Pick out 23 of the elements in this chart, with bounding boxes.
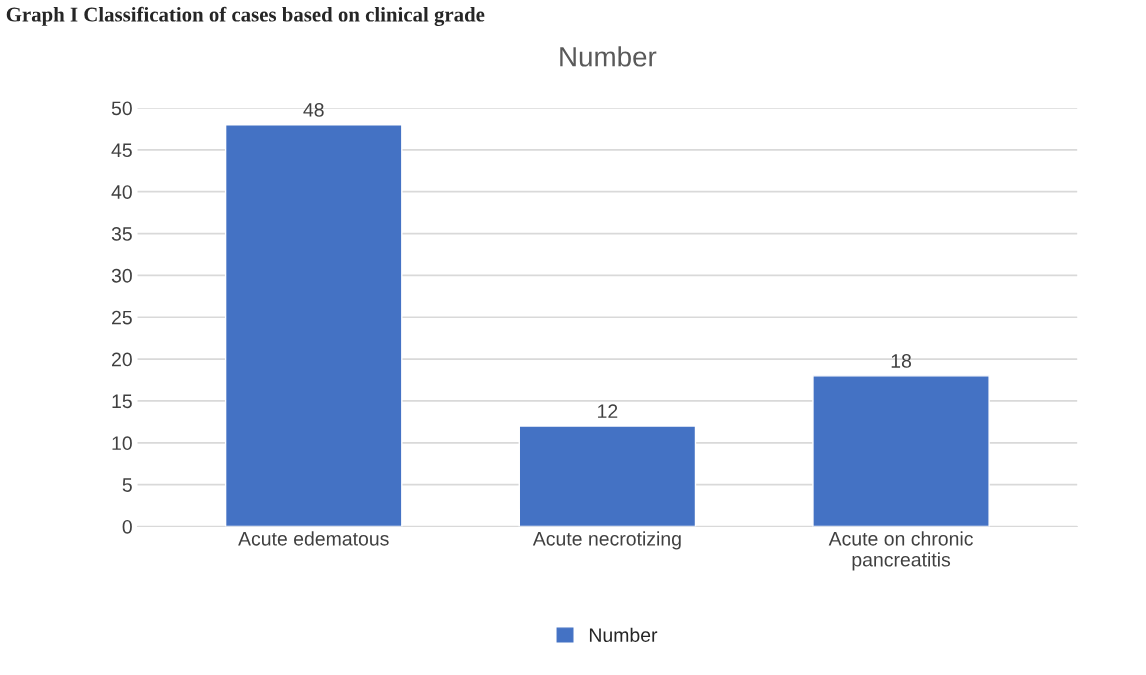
data-label: 18 bbox=[891, 354, 912, 368]
bar bbox=[224, 124, 403, 527]
y-tick-label: 50 bbox=[111, 101, 132, 116]
y-tick-label: 30 bbox=[111, 268, 132, 283]
y-tick-label: 20 bbox=[112, 352, 132, 367]
data-label: 48 bbox=[303, 102, 324, 117]
x-tick-label: Acute on chronic pancreatitis bbox=[828, 531, 973, 571]
data-label: 12 bbox=[598, 404, 618, 418]
y-tick-label: 5 bbox=[122, 478, 132, 492]
x-tick-label: Acute necrotizing bbox=[532, 531, 681, 550]
chart-title: Number bbox=[560, 46, 657, 67]
y-tick-label: 40 bbox=[111, 185, 132, 199]
y-tick-label: 15 bbox=[112, 394, 132, 409]
y-tick-label: 0 bbox=[122, 519, 132, 534]
bar bbox=[812, 375, 990, 527]
text: Graph I Classification of cases based on clinical grade bbox=[6, 6, 485, 27]
y-tick-label: 35 bbox=[111, 227, 132, 241]
x-tick-label: Acute edematous bbox=[238, 531, 389, 546]
y-tick-label: 10 bbox=[112, 436, 132, 451]
legend-label: Number bbox=[589, 627, 658, 642]
y-tick-label: 45 bbox=[111, 143, 132, 158]
y-tick-label: 25 bbox=[112, 310, 132, 325]
bar bbox=[518, 425, 697, 527]
